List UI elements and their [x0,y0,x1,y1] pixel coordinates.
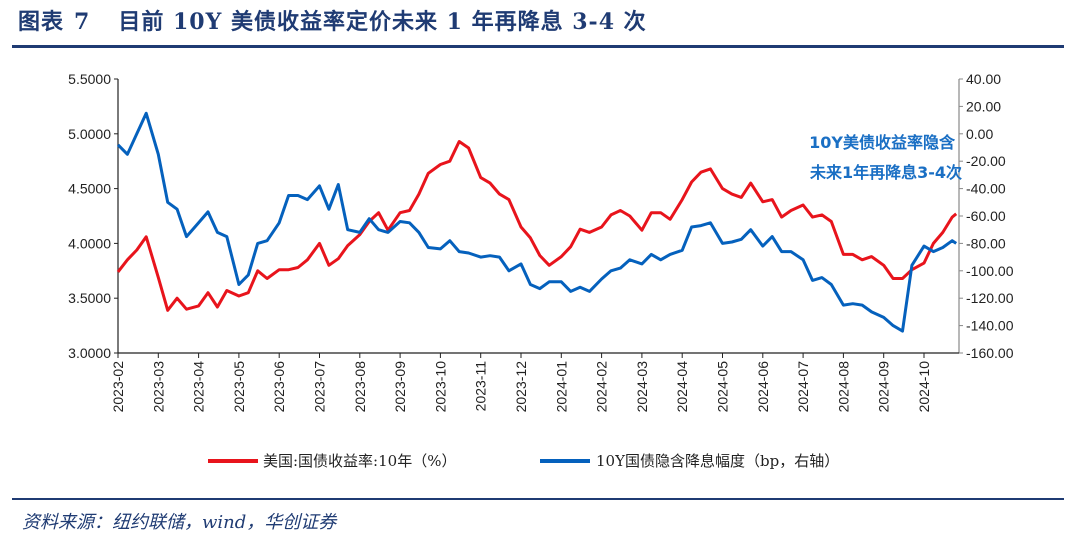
legend: 美国:国债收益率:10年（%） 10Y国债隐含降息幅度（bp，右轴） [208,452,839,470]
annotation-line-2: 未来1年再降息3-4次 [809,163,962,182]
right-tick-label: -40.00 [966,181,1006,197]
right-tick-label: -80.00 [966,235,1006,251]
x-tick-label: 2024-06 [755,361,771,413]
x-tick-label: 2024-07 [795,361,811,413]
legend-label-yield: 美国:国债收益率:10年（%） [263,452,456,470]
x-tick-label: 2024-01 [553,361,569,413]
right-tick-label: -140.00 [966,318,1014,334]
figure-number: 7 [74,9,91,35]
left-tick-label: 3.0000 [68,345,111,361]
x-tick-label: 2024-05 [715,361,731,413]
x-tick-label: 2024-09 [876,361,892,413]
x-tick-label: 2024-08 [835,361,851,413]
header-divider [12,45,1064,48]
right-tick-label: -120.00 [966,290,1014,306]
figure-label: 图表 [18,9,65,35]
left-tick-label: 3.5000 [68,290,111,306]
figure-title-text: 目前 10Y 美债收益率定价未来 1 年再降息 3-4 次 [118,9,647,35]
x-tick-label: 2024-10 [916,361,932,413]
right-tick-label: 0.00 [966,126,993,142]
right-tick-label: -160.00 [966,345,1014,361]
right-tick-label: -20.00 [966,153,1006,169]
x-tick-label: 2023-07 [312,361,328,413]
source-note: 资料来源：纽约联储，wind，华创证券 [22,512,337,533]
implied-cut-line [116,111,958,333]
x-tick-label: 2023-05 [231,361,247,413]
x-tick-label: 2023-09 [392,361,408,413]
x-tick-label: 2023-12 [513,361,529,413]
x-tick-label: 2024-02 [594,361,610,413]
x-tick-label: 2023-08 [352,361,368,413]
left-tick-label: 4.5000 [68,181,111,197]
x-tick-label: 2023-06 [271,361,287,413]
annotation-line-1: 10Y美债收益率隐含 [809,133,956,152]
figure-title: 图表 7 目前 10Y 美债收益率定价未来 1 年再降息 3-4 次 [18,4,647,36]
x-tick-label: 2023-04 [191,361,207,413]
right-tick-label: -100.00 [966,263,1014,279]
right-tick-label: -60.00 [966,208,1006,224]
yield-line [116,140,958,312]
x-tick-label: 2023-11 [473,361,489,412]
left-tick-label: 4.0000 [68,235,111,251]
x-tick-label: 2024-04 [674,361,690,413]
x-tick-label: 2023-02 [110,361,126,413]
legend-label-implied: 10Y国债隐含降息幅度（bp，右轴） [596,452,839,470]
footer-divider [12,498,1064,500]
left-tick-label: 5.5000 [68,71,111,87]
x-tick-label: 2024-03 [634,361,650,413]
right-tick-label: 20.00 [966,98,1001,114]
x-tick-label: 2023-03 [150,361,166,413]
right-tick-label: 40.00 [966,71,1001,87]
left-tick-label: 5.0000 [68,126,111,142]
x-tick-label: 2023-10 [432,361,448,413]
